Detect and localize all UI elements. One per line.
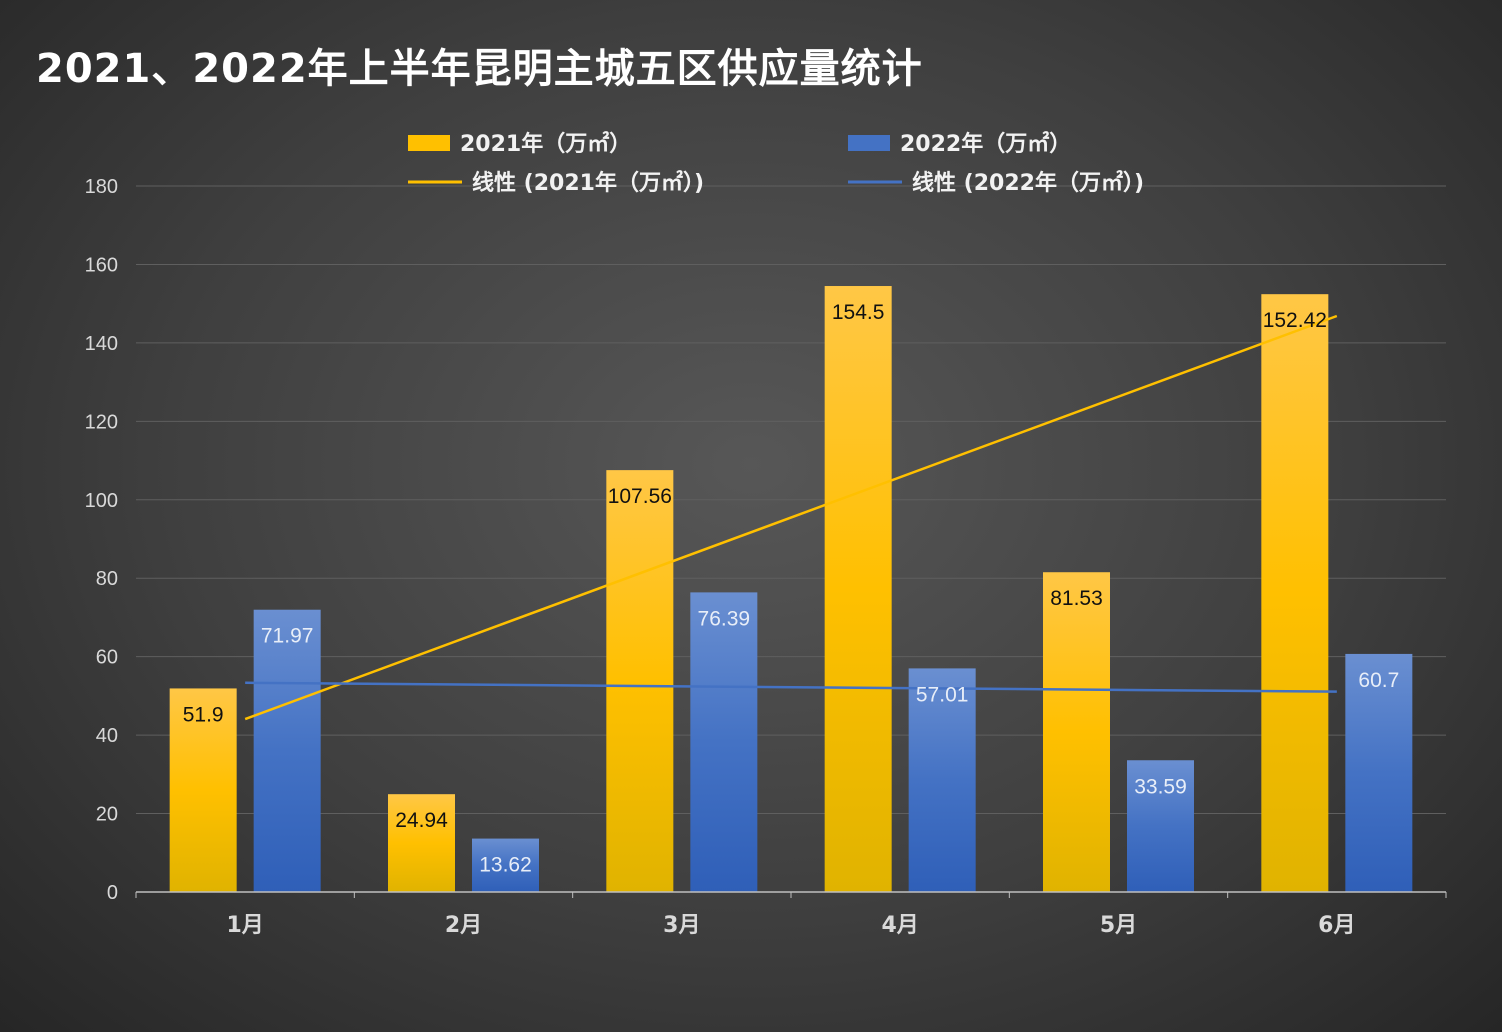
- bar-2021: [169, 688, 237, 892]
- y-tick-label: 180: [85, 176, 118, 198]
- gridlines: [136, 185, 1446, 815]
- bar-2022: [1345, 653, 1413, 892]
- y-tick-label: 40: [96, 725, 118, 747]
- y-tick-label: 160: [85, 254, 118, 276]
- y-tick-label: 0: [107, 882, 118, 904]
- bar-2021: [606, 470, 674, 892]
- legend-label: 2021年（万㎡）: [460, 131, 631, 157]
- data-label-2021: 81.53: [1050, 587, 1103, 610]
- data-label-2021: 154.5: [832, 301, 885, 324]
- y-tick-label: 140: [85, 333, 118, 355]
- data-label-2022: 76.39: [698, 607, 751, 630]
- bar-2021: [1043, 572, 1110, 892]
- chart-title: 2021、2022年上半年昆明主城五区供应量统计: [36, 46, 923, 92]
- x-tick-label: 6月: [1318, 913, 1355, 938]
- x-tick-label: 2月: [445, 913, 482, 938]
- data-labels: 51.9 24.94 107.56 154.5 81.53 152.42 71.97 13.6…: [183, 301, 1400, 877]
- data-label-2022: 60.7: [1358, 669, 1399, 692]
- bar-2021: [1261, 294, 1329, 892]
- x-tick-label: 5月: [1100, 913, 1137, 938]
- y-tick-label: 120: [85, 411, 118, 433]
- bars: [169, 286, 1413, 892]
- y-tick-label: 100: [85, 490, 118, 512]
- y-tick-label: 80: [96, 568, 118, 590]
- x-tick-label: 3月: [663, 913, 700, 938]
- x-tick-label: 1月: [227, 913, 264, 938]
- bar-2021: [388, 794, 455, 892]
- bar-2021: [824, 286, 892, 892]
- data-label-2021: 51.9: [183, 703, 224, 726]
- bar-2022: [1127, 760, 1194, 892]
- trendline-2021: [244, 314, 1338, 721]
- bar-2022: [472, 838, 539, 892]
- bar-2022: [908, 668, 976, 892]
- y-tick-label: 60: [96, 647, 118, 669]
- trendlines: [244, 314, 1338, 721]
- axes: 0 20 40 60 80 100 120 140 160 180 1月 2月 3月 4月 5月 6月: [85, 176, 1447, 938]
- data-label-2022: 71.97: [261, 625, 314, 648]
- data-label-2021: 24.94: [395, 809, 448, 832]
- legend: 2021年（万㎡） 2022年（万㎡） 线性 (2021年（万㎡）) 线性 (2022…: [408, 131, 1144, 196]
- legend-label: 2022年（万㎡）: [900, 131, 1071, 157]
- y-tick-label: 20: [96, 804, 118, 826]
- legend-label: 线性 (2022年（万㎡）): [912, 170, 1144, 196]
- data-label-2022: 13.62: [479, 854, 532, 877]
- data-label-2021: 152.42: [1263, 309, 1327, 332]
- bar-2022: [253, 609, 321, 892]
- data-label-2022: 57.01: [916, 683, 969, 706]
- x-tick-label: 4月: [882, 913, 919, 938]
- legend-label: 线性 (2021年（万㎡）): [472, 170, 704, 196]
- legend-swatch: [848, 135, 890, 151]
- bar-2022: [690, 592, 758, 892]
- legend-swatch: [408, 135, 450, 151]
- data-label-2022: 33.59: [1134, 775, 1187, 798]
- data-label-2021: 107.56: [608, 485, 672, 508]
- trendline-2022: [245, 681, 1337, 693]
